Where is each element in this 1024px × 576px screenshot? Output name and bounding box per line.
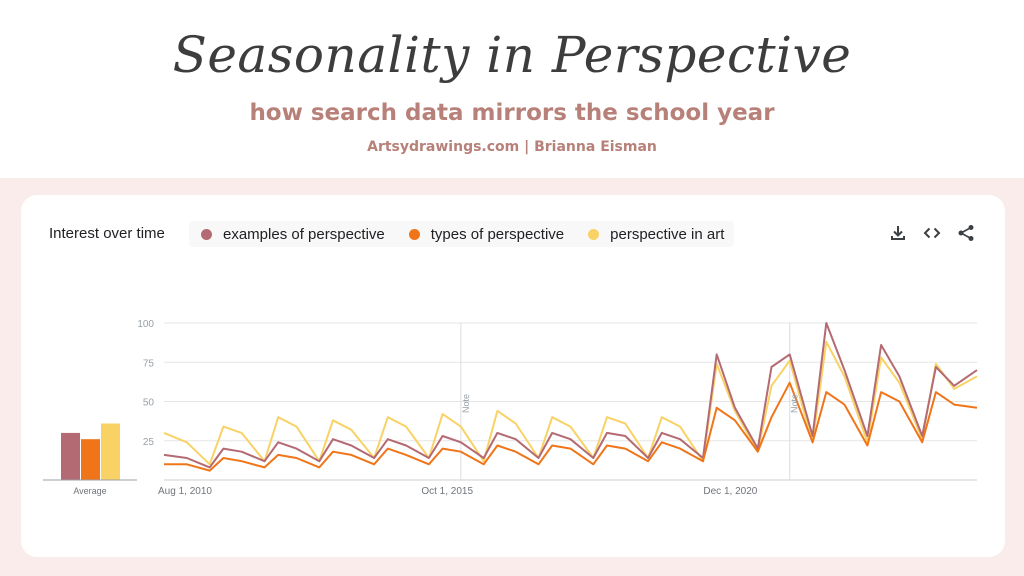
embed-button[interactable] bbox=[921, 222, 943, 244]
y-tick-label-25: 25 bbox=[143, 437, 155, 448]
page-subtitle: how search data mirrors the school year bbox=[249, 100, 775, 126]
card-title: Interest over time bbox=[49, 225, 165, 242]
legend-label-types: types of perspective bbox=[430, 225, 565, 243]
series-line-0 bbox=[163, 322, 978, 469]
note-label: Note bbox=[790, 394, 800, 413]
legend-dot-types bbox=[408, 228, 420, 240]
download-icon bbox=[891, 226, 905, 240]
average-label: Average bbox=[73, 486, 106, 496]
legend-dot-art bbox=[588, 228, 600, 240]
download-button[interactable] bbox=[887, 222, 909, 244]
embed-code-icon bbox=[923, 227, 941, 239]
share-button[interactable] bbox=[955, 222, 977, 244]
legend-item-art[interactable]: perspective in art bbox=[588, 226, 724, 243]
legend: examples of perspective types of perspec… bbox=[189, 221, 735, 247]
note-label: Note bbox=[461, 394, 471, 413]
legend-label-art: perspective in art bbox=[610, 225, 725, 243]
y-tick-label-50: 50 bbox=[143, 398, 155, 409]
x-tick-label: Oct 1, 2015 bbox=[421, 486, 473, 497]
average-bar-2 bbox=[101, 423, 120, 480]
legend-item-types[interactable]: types of perspective bbox=[408, 225, 565, 243]
series-line-1 bbox=[164, 381, 978, 472]
share-icon bbox=[958, 225, 974, 241]
trends-card: Interest over time examples of perspecti… bbox=[21, 195, 1005, 557]
toolbar bbox=[875, 222, 977, 244]
x-tick-label: Dec 1, 2020 bbox=[703, 486, 757, 497]
page-byline: Artsydrawings.com | Brianna Eisman bbox=[367, 139, 657, 155]
legend-dot-examples bbox=[201, 228, 212, 240]
page-title: Seasonality in Perspective bbox=[172, 26, 852, 84]
legend-label-examples: examples of perspective bbox=[223, 225, 385, 243]
legend-item-examples[interactable]: examples of perspective bbox=[201, 226, 385, 243]
page-header: Seasonality in Perspective how search da… bbox=[0, 0, 1024, 178]
series-line-2 bbox=[163, 340, 978, 466]
y-tick-label-75: 75 bbox=[143, 358, 155, 369]
average-bar-0 bbox=[61, 432, 80, 480]
average-bar-1 bbox=[81, 439, 100, 480]
x-tick-label: Aug 1, 2010 bbox=[158, 486, 212, 497]
y-tick-label-100: 100 bbox=[137, 319, 154, 330]
interest-chart: 25 50 75 100 Note Note Aug 1, 2010 Oct 1, 2015 D… bbox=[43, 319, 978, 497]
